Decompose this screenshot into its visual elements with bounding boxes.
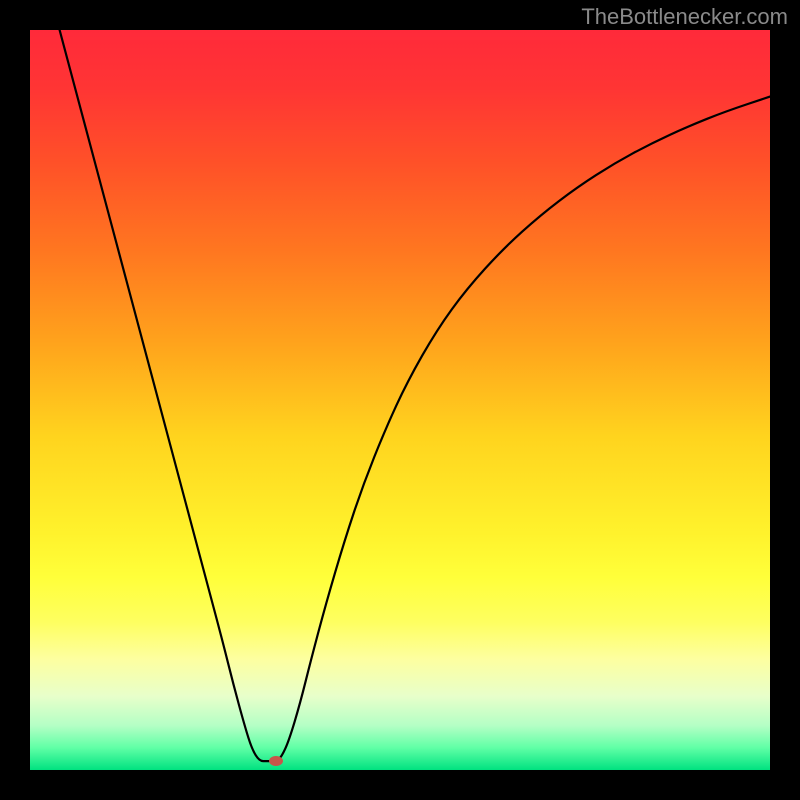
chart-root: { "watermark": { "text": "TheBottlenecke… — [0, 0, 800, 800]
watermark-label: TheBottlenecker.com — [581, 4, 788, 30]
plot-area — [30, 30, 770, 770]
bottleneck-curve — [60, 30, 770, 761]
curve-svg — [30, 30, 770, 770]
minimum-marker — [269, 756, 283, 766]
